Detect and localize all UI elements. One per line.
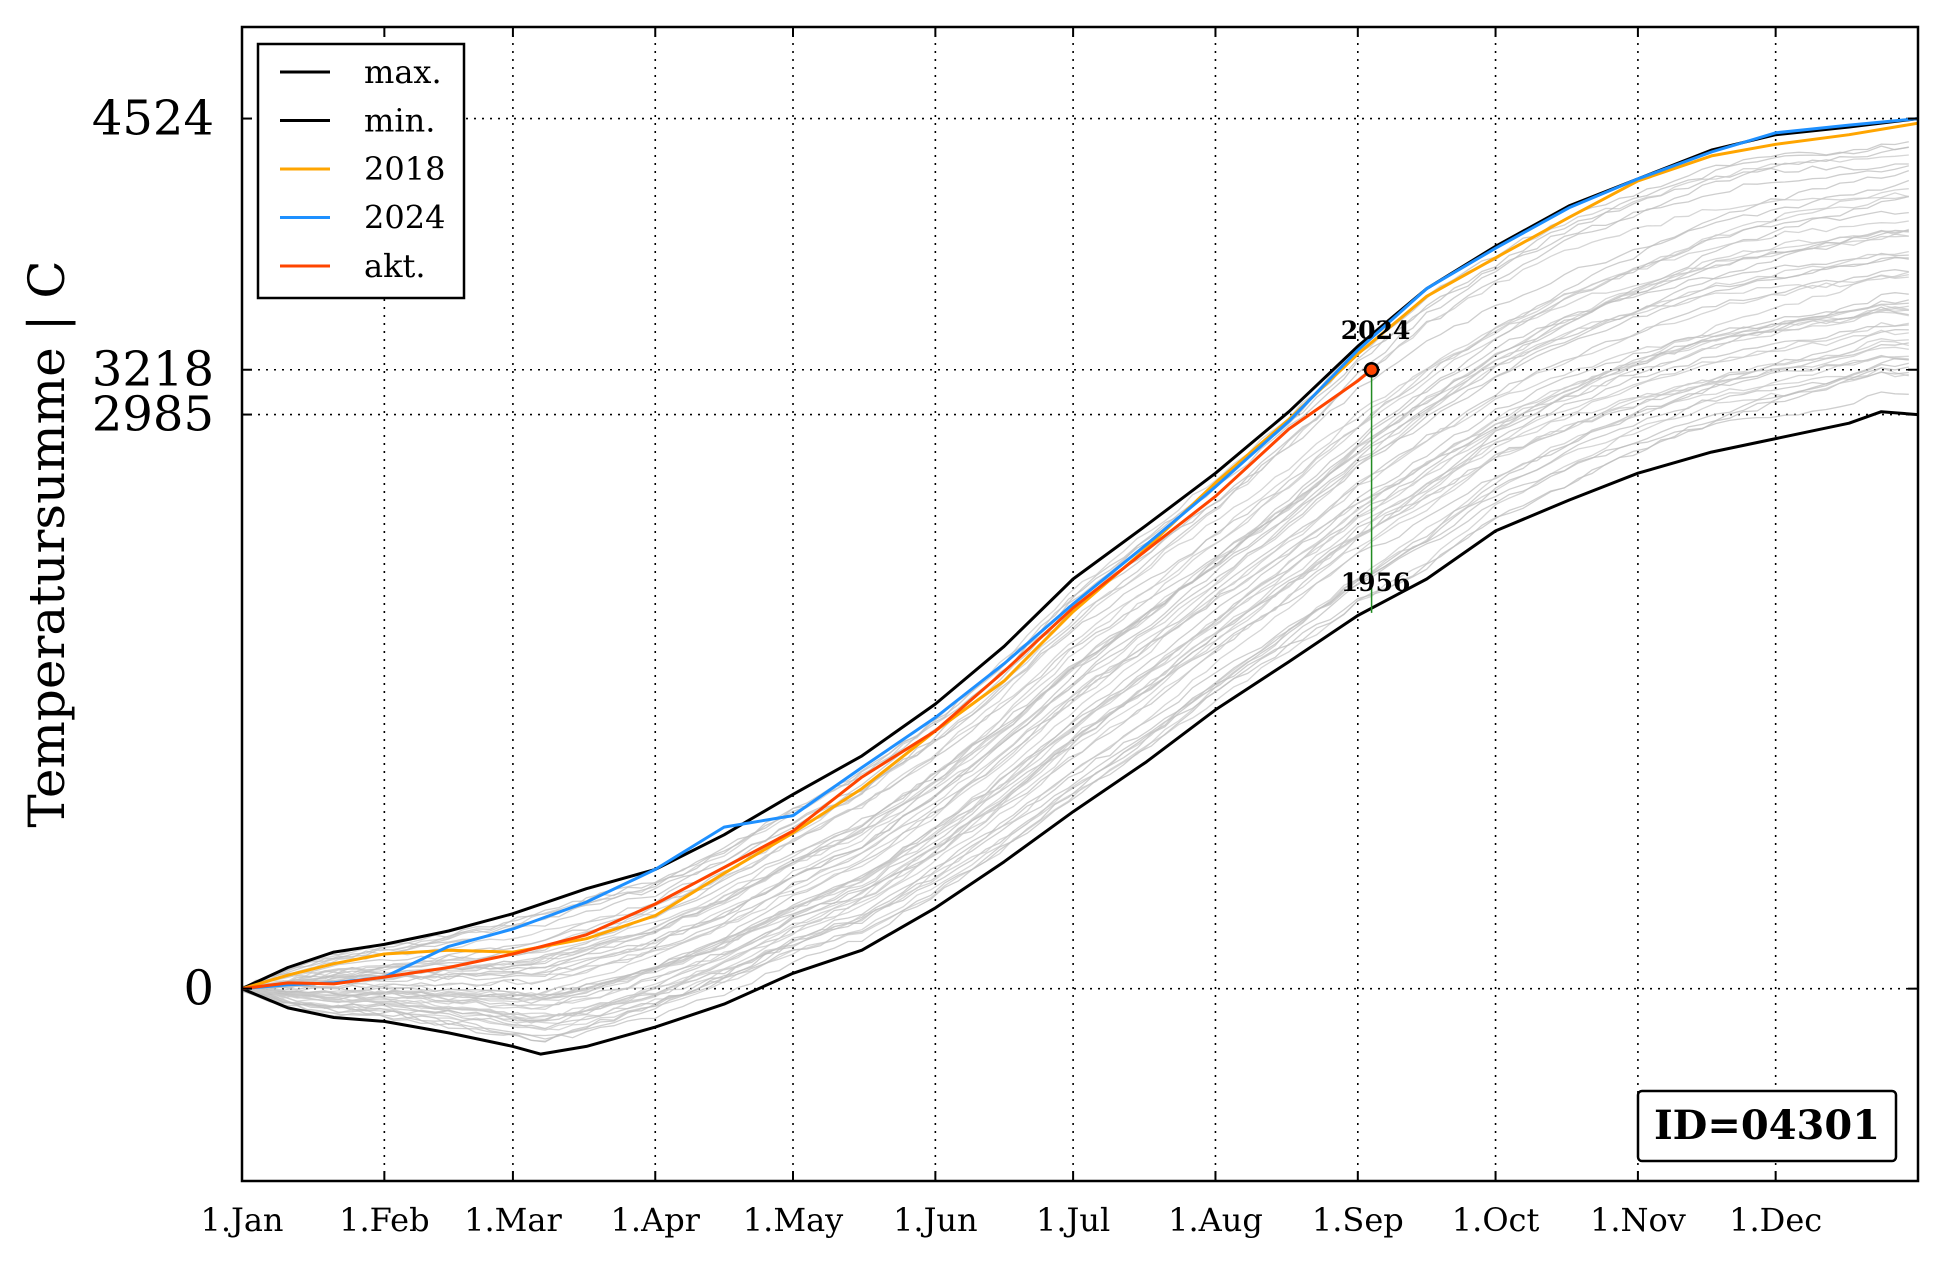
background-year-line	[241, 356, 1909, 1018]
background-year-line	[241, 145, 1909, 990]
background-year-line	[241, 195, 1909, 992]
y-tick-label: 3218	[92, 342, 214, 398]
x-tick-label: 1.Apr	[611, 1201, 701, 1239]
background-year-line	[241, 354, 1909, 1022]
legend-box	[256, 42, 466, 300]
series-lines	[241, 117, 1919, 1056]
background-year-line	[241, 371, 1909, 1031]
x-tick-label: 1.Jan	[200, 1201, 283, 1239]
series-line-akt	[241, 368, 1373, 991]
background-year-line	[241, 146, 1909, 990]
legend-label: max.	[364, 53, 442, 91]
series-line-2024	[241, 117, 1919, 991]
x-tick-label: 1.Jul	[1036, 1201, 1110, 1239]
background-year-line	[241, 169, 1910, 989]
station-id-label: ID=04301	[1654, 1102, 1880, 1149]
background-year-line	[241, 252, 1909, 990]
background-year-line	[241, 391, 1909, 1043]
legend: max. min. 2018 2024 akt.	[256, 42, 466, 300]
series-line-min	[241, 410, 1919, 1056]
id-box: ID=04301	[1636, 1089, 1898, 1163]
plot-frame	[240, 25, 1920, 1183]
legend-label: akt.	[364, 247, 426, 285]
background-year-line	[241, 271, 1909, 998]
x-tick-label: 1.Dec	[1729, 1201, 1822, 1239]
background-year-lines	[241, 141, 1910, 1043]
x-tick-label: 1.May	[743, 1201, 843, 1239]
background-year-line	[241, 355, 1909, 1031]
legend-label: 2024	[364, 199, 445, 237]
background-year-line	[241, 273, 1909, 991]
background-year-line	[241, 306, 1909, 997]
x-tick-label: 1.Oct	[1452, 1201, 1540, 1239]
background-year-line	[241, 338, 1909, 1021]
annotation-label: 2024	[1341, 316, 1411, 345]
background-year-line	[241, 250, 1909, 989]
id-box-frame	[1636, 1089, 1898, 1163]
background-year-line	[241, 192, 1909, 991]
legend-label: min.	[364, 102, 435, 140]
background-year-line	[241, 256, 1909, 991]
x-tick-label: 1.Jun	[893, 1201, 978, 1239]
x-tick-label: 1.Mar	[464, 1201, 562, 1239]
background-year-line	[241, 366, 1909, 1042]
current-value-marker	[1363, 361, 1380, 378]
background-year-line	[241, 357, 1909, 1040]
background-year-line	[241, 141, 1909, 988]
background-year-line	[241, 299, 1909, 1000]
background-year-line	[241, 371, 1909, 1030]
background-year-line	[241, 346, 1909, 1019]
legend-label: 2018	[364, 150, 445, 188]
background-year-line	[241, 275, 1909, 991]
background-year-line	[241, 366, 1909, 1025]
background-year-line	[241, 329, 1909, 1010]
background-year-line	[241, 342, 1909, 1022]
annotation-label: 1956	[1341, 568, 1411, 597]
x-tick-label: 1.Nov	[1590, 1201, 1686, 1239]
series-line-max	[241, 117, 1919, 991]
background-year-line	[241, 154, 1909, 988]
background-year-line	[241, 306, 1909, 999]
background-year-line	[241, 230, 1909, 989]
annotations: 2024 1956	[1341, 316, 1411, 613]
y-tick-label: 0	[183, 961, 214, 1017]
background-year-line	[241, 195, 1909, 992]
series-line-2018	[241, 121, 1919, 991]
y-tick-label: 2985	[92, 387, 214, 443]
background-year-line	[241, 229, 1909, 992]
x-tick-label: 1.Feb	[339, 1201, 429, 1239]
background-year-line	[241, 307, 1909, 1001]
x-tick-label: 1.Sep	[1312, 1201, 1404, 1239]
background-year-line	[241, 309, 1909, 1003]
y-axis-label: Temperatursumme | C	[18, 260, 76, 827]
y-tick-label: 4524	[92, 91, 214, 147]
x-tick-label: 1.Aug	[1168, 1201, 1263, 1239]
axes: 1.Jan 1.Feb 1.Mar 1.Apr 1.May 1.Jun 1.Jul 1.Aug…	[18, 25, 1920, 1239]
